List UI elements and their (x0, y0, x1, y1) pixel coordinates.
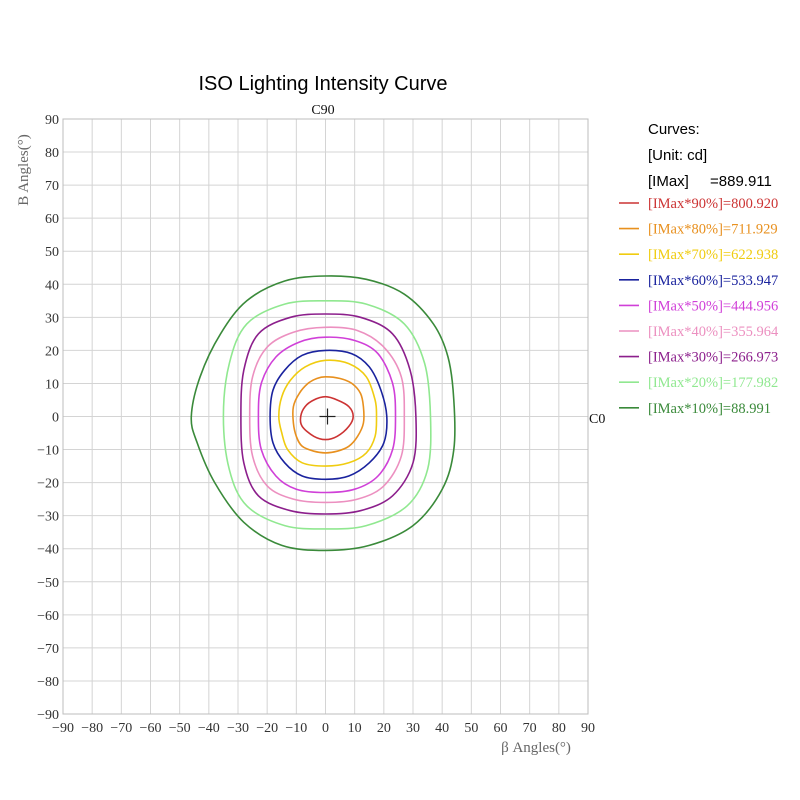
iso-curve (277, 359, 378, 467)
legend-entries: [IMax*90%]=800.920 [IMax*80%]=711.929 [IMa… (619, 196, 779, 417)
y-tick-label: 70 (45, 179, 59, 194)
y-tick-label: −10 (37, 444, 59, 459)
y-tick-label: 10 (45, 377, 59, 392)
x-tick-label: 50 (464, 721, 478, 736)
legend-header-curves: Curves: (648, 121, 700, 138)
c90-label: C90 (311, 103, 334, 118)
y-tick-label: −80 (37, 675, 59, 690)
iso-curve (292, 375, 365, 454)
x-tick-label: −20 (256, 721, 278, 736)
legend-entry: [IMax*50%]=444.956 (648, 298, 778, 314)
iso-curve (190, 275, 456, 552)
x-tick-label: −80 (81, 721, 103, 736)
plot-frame (62, 118, 589, 715)
x-tick-label: 70 (523, 721, 537, 736)
x-tick-labels: −90 −80 −70 −60 −50 −40 −30 −20 −10 0 10 20 30 40 50 60… (52, 721, 595, 736)
y-tick-label: 20 (45, 344, 59, 359)
x-axis-label: β Angles(°) (501, 740, 571, 756)
y-tick-label: −60 (37, 609, 59, 624)
y-tick-label: −50 (37, 576, 59, 591)
y-tick-label: 50 (45, 245, 59, 260)
x-tick-label: 60 (494, 721, 508, 736)
y-axis-label: B Angles(°) (16, 134, 32, 205)
legend-imax-label: [IMax] (648, 173, 689, 190)
legend-entry: [IMax*30%]=266.973 (648, 350, 778, 366)
x-tick-label: 90 (581, 721, 595, 736)
iso-curve (299, 395, 355, 441)
iso-curves (190, 275, 456, 552)
legend: Curves: [Unit: cd] [IMax] =889.911 [IMax… (619, 121, 779, 417)
legend-entry: [IMax*10%]=88.991 (648, 401, 771, 417)
iso-curve (248, 326, 406, 504)
legend-header-unit: [Unit: cd] (648, 147, 707, 164)
iso-curve (222, 299, 432, 530)
x-tick-label: 80 (552, 721, 566, 736)
legend-entry: [IMax*40%]=355.964 (648, 324, 779, 340)
x-tick-label: 10 (348, 721, 362, 736)
y-tick-label: −40 (37, 543, 59, 558)
x-tick-label: −10 (285, 721, 307, 736)
legend-imax-value: =889.911 (710, 173, 772, 190)
y-tick-label: 0 (52, 411, 59, 426)
y-tick-label: −30 (37, 510, 59, 525)
x-tick-label: −30 (227, 721, 249, 736)
y-tick-label: −90 (37, 708, 59, 723)
legend-entry: [IMax*70%]=622.938 (648, 247, 778, 263)
y-tick-label: 60 (45, 212, 59, 227)
y-tick-label: 80 (45, 146, 59, 161)
legend-entry: [IMax*60%]=533.947 (648, 273, 778, 289)
iso-curve (240, 313, 418, 515)
legend-entry: [IMax*90%]=800.920 (648, 196, 778, 212)
x-tick-label: −70 (110, 721, 132, 736)
x-tick-label: −60 (140, 721, 162, 736)
c0-label: C0 (589, 412, 605, 427)
x-tick-label: −40 (198, 721, 220, 736)
x-tick-label: 20 (377, 721, 391, 736)
x-tick-label: 30 (406, 721, 420, 736)
x-tick-label: −50 (169, 721, 191, 736)
y-tick-label: 40 (45, 278, 59, 293)
y-tick-label: −20 (37, 477, 59, 492)
iso-curve (257, 336, 397, 494)
x-tick-label: 0 (322, 721, 329, 736)
y-tick-label: 90 (45, 113, 59, 128)
x-tick-label: 40 (435, 721, 449, 736)
legend-entry: [IMax*20%]=177.982 (648, 375, 778, 391)
chart-title: ISO Lighting Intensity Curve (198, 73, 447, 95)
y-tick-labels: 90 80 70 60 50 40 30 20 10 0 −10 −20 −30 −40 −50 −60 −70… (37, 113, 59, 723)
x-tick-label: −90 (52, 721, 74, 736)
center-crosshair-icon (319, 408, 336, 425)
y-tick-label: −70 (37, 642, 59, 657)
legend-entry: [IMax*80%]=711.929 (648, 222, 778, 238)
y-tick-label: 30 (45, 311, 59, 326)
iso-curve (269, 349, 388, 481)
